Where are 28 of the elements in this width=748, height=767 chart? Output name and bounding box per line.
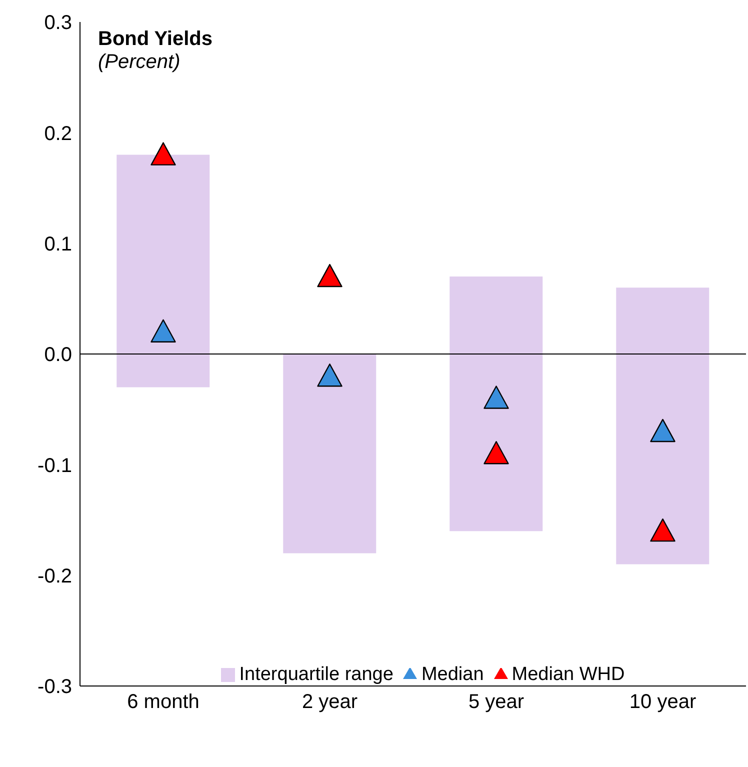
point bbox=[484, 441, 509, 464]
y-tick-label: -0.2 bbox=[38, 565, 72, 588]
y-tick-label: 0.2 bbox=[44, 122, 72, 145]
legend-label: Median bbox=[421, 664, 484, 685]
point bbox=[150, 319, 176, 342]
point bbox=[650, 518, 676, 542]
x-tick-label: 10 year bbox=[629, 691, 696, 714]
point bbox=[484, 386, 509, 409]
point bbox=[317, 264, 342, 288]
y-tick-label: -0.1 bbox=[38, 454, 72, 477]
y-tick-label: -0.3 bbox=[38, 676, 72, 698]
bar bbox=[616, 288, 710, 564]
bar bbox=[283, 354, 376, 554]
x-tick-label: 6 month bbox=[127, 691, 200, 714]
bar bbox=[116, 154, 210, 388]
text: (Percent) bbox=[98, 51, 182, 74]
legend-label: Interquartile range bbox=[239, 664, 394, 685]
x-tick-label: 2 year bbox=[302, 691, 358, 714]
y-tick-label: 0.1 bbox=[44, 233, 72, 256]
bar bbox=[450, 276, 543, 532]
legend-label: Median WHD bbox=[512, 664, 625, 685]
point bbox=[650, 418, 676, 442]
point bbox=[150, 142, 176, 166]
chart-title: Bond Yields bbox=[98, 28, 212, 51]
point bbox=[317, 364, 342, 387]
y-tick-label: 0.3 bbox=[44, 12, 72, 34]
y-tick-label: 0.0 bbox=[44, 344, 72, 366]
x-tick-label: 5 year bbox=[468, 691, 524, 714]
